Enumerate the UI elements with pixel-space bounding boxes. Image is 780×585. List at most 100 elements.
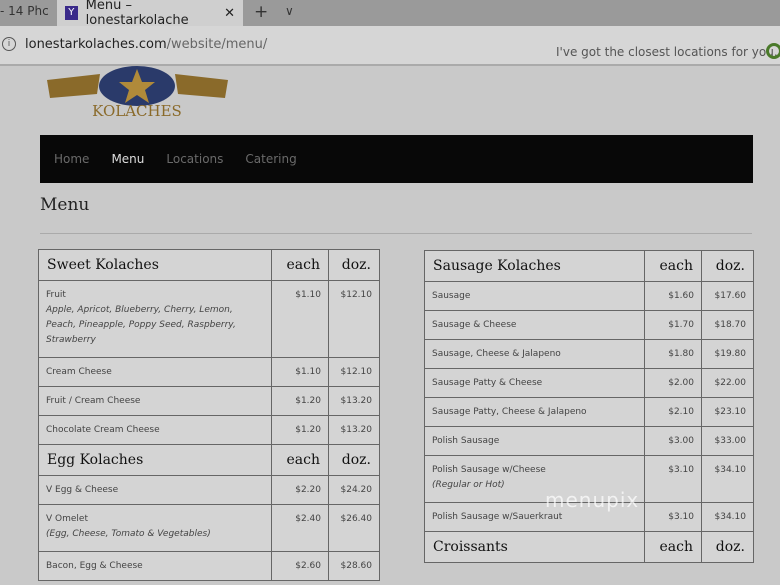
price-dozen: $13.20 xyxy=(328,415,380,445)
price-each: $1.60 xyxy=(644,281,702,311)
yahoo-favicon-icon: Y xyxy=(65,6,78,20)
logo-text: KOLACHES xyxy=(92,102,182,120)
menu-item-row: Bacon, Egg & Cheese $2.60 $28.60 xyxy=(38,551,380,581)
item-name: Fruit / Cream Cheese xyxy=(46,396,141,406)
item-name-cell: Sausage Patty, Cheese & Jalapeno xyxy=(424,397,645,427)
main-nav: Home Menu Locations Catering xyxy=(40,135,753,183)
url-path: /website/menu/ xyxy=(166,37,268,52)
info-icon[interactable]: i xyxy=(2,37,16,51)
nav-menu[interactable]: Menu xyxy=(111,152,145,166)
dozen-header: doz. xyxy=(701,250,754,282)
menu-item-row: Sausage $1.60 $17.60 xyxy=(424,281,754,311)
site-logo[interactable]: KOLACHES xyxy=(45,66,230,120)
menu-item-row: Polish Sausage w/Cheese (Regular or Hot) $… xyxy=(424,455,754,503)
menu-item-row: Fruit Apple, Apricot, Blueberry, Cherry, … xyxy=(38,280,380,358)
menu-item-row: Sausage & Cheese $1.70 $18.70 xyxy=(424,310,754,340)
item-name-cell: Chocolate Cream Cheese xyxy=(38,415,272,445)
item-name-cell: Sausage & Cheese xyxy=(424,310,645,340)
price-each: $2.40 xyxy=(271,504,329,552)
price-each: $1.70 xyxy=(644,310,702,340)
menu-item-row: Polish Sausage $3.00 $33.00 xyxy=(424,426,754,456)
item-name: Polish Sausage xyxy=(432,436,500,446)
browser-tab-bar: - 14 Phc Y Menu – lonestarkolache ✕ + ∨ xyxy=(0,0,780,28)
url-field[interactable]: lonestarkolaches.com/website/menu/ xyxy=(25,37,267,52)
item-name-cell: V Omelet (Egg, Cheese, Tomato & Vegetable… xyxy=(38,504,272,552)
cortana-suggestion[interactable]: I've got the closest locations for you. xyxy=(556,45,778,59)
section-header-row: Sausage Kolaches each doz. xyxy=(424,250,754,282)
item-name: Polish Sausage w/Cheese xyxy=(432,465,546,475)
price-dozen: $13.20 xyxy=(328,386,380,416)
section-title: Croissants xyxy=(424,531,645,563)
item-name-cell: Fruit / Cream Cheese xyxy=(38,386,272,416)
price-dozen: $24.20 xyxy=(328,475,380,505)
price-each: $1.10 xyxy=(271,280,329,358)
item-description: (Regular or Hot) xyxy=(432,480,505,490)
price-each: $2.60 xyxy=(271,551,329,581)
item-name-cell: Sausage Patty & Cheese xyxy=(424,368,645,398)
address-bar[interactable]: i lonestarkolaches.com/website/menu/ I'v… xyxy=(0,26,780,66)
each-header: each xyxy=(644,250,702,282)
item-name: Chocolate Cream Cheese xyxy=(46,425,160,435)
price-dozen: $34.10 xyxy=(701,455,754,503)
menu-item-row: Sausage Patty & Cheese $2.00 $22.00 xyxy=(424,368,754,398)
price-dozen: $28.60 xyxy=(328,551,380,581)
price-each: $1.20 xyxy=(271,415,329,445)
close-tab-icon[interactable]: ✕ xyxy=(224,5,235,21)
menu-table-left: Sweet Kolaches each doz. Fruit Apple, Aprico… xyxy=(38,249,380,581)
item-name: Sausage, Cheese & Jalapeno xyxy=(432,349,561,359)
price-dozen: $26.40 xyxy=(328,504,380,552)
item-name: Sausage Patty, Cheese & Jalapeno xyxy=(432,407,587,417)
item-description: (Egg, Cheese, Tomato & Vegetables) xyxy=(46,529,211,539)
price-dozen: $12.10 xyxy=(328,280,380,358)
active-tab[interactable]: Y Menu – lonestarkolache ✕ xyxy=(57,0,243,28)
menupix-watermark: menupix xyxy=(545,488,640,512)
item-name-cell: Fruit Apple, Apricot, Blueberry, Cherry, … xyxy=(38,280,272,358)
price-dozen: $17.60 xyxy=(701,281,754,311)
nav-home[interactable]: Home xyxy=(54,152,90,166)
nav-locations[interactable]: Locations xyxy=(166,152,224,166)
menu-item-row: Chocolate Cream Cheese $1.20 $13.20 xyxy=(38,415,380,445)
item-name: Sausage & Cheese xyxy=(432,320,517,330)
menu-item-row: Sausage, Cheese & Jalapeno $1.80 $19.80 xyxy=(424,339,754,369)
menu-item-row: Fruit / Cream Cheese $1.20 $13.20 xyxy=(38,386,380,416)
price-each: $3.10 xyxy=(644,455,702,503)
item-name: V Egg & Cheese xyxy=(46,485,119,495)
section-title: Egg Kolaches xyxy=(38,444,272,476)
menu-table-right: Sausage Kolaches each doz. Sausage $1.60 $17.… xyxy=(424,250,754,563)
section-title: Sausage Kolaches xyxy=(424,250,645,282)
price-each: $2.00 xyxy=(644,368,702,398)
item-name: Bacon, Egg & Cheese xyxy=(46,561,143,571)
price-dozen: $33.00 xyxy=(701,426,754,456)
item-name: V Omelet xyxy=(46,514,88,524)
item-name: Cream Cheese xyxy=(46,367,112,377)
price-dozen: $34.10 xyxy=(701,502,754,532)
item-description: Apple, Apricot, Blueberry, Cherry, Lemon… xyxy=(46,305,236,345)
chevron-down-icon[interactable]: ∨ xyxy=(285,4,294,18)
item-name-cell: Sausage xyxy=(424,281,645,311)
each-header: each xyxy=(644,531,702,563)
previous-tab[interactable]: - 14 Phc xyxy=(0,4,49,18)
price-dozen: $12.10 xyxy=(328,357,380,387)
menu-item-row: V Omelet (Egg, Cheese, Tomato & Vegetable… xyxy=(38,504,380,552)
price-each: $3.10 xyxy=(644,502,702,532)
dozen-header: doz. xyxy=(328,444,380,476)
new-tab-icon[interactable]: + xyxy=(254,2,269,22)
item-name-cell: V Egg & Cheese xyxy=(38,475,272,505)
dozen-header: doz. xyxy=(701,531,754,563)
section-header-row: Sweet Kolaches each doz. xyxy=(38,249,380,281)
cortana-icon[interactable] xyxy=(766,43,780,59)
price-each: $1.20 xyxy=(271,386,329,416)
menu-item-row: Sausage Patty, Cheese & Jalapeno $2.10 $23… xyxy=(424,397,754,427)
price-dozen: $19.80 xyxy=(701,339,754,369)
url-domain: lonestarkolaches.com xyxy=(25,37,167,52)
item-name: Polish Sausage w/Sauerkraut xyxy=(432,512,563,522)
item-name-cell: Sausage, Cheese & Jalapeno xyxy=(424,339,645,369)
price-each: $1.80 xyxy=(644,339,702,369)
price-dozen: $18.70 xyxy=(701,310,754,340)
item-name: Sausage xyxy=(432,291,471,301)
item-name: Sausage Patty & Cheese xyxy=(432,378,543,388)
each-header: each xyxy=(271,249,329,281)
nav-catering[interactable]: Catering xyxy=(245,152,297,166)
price-dozen: $23.10 xyxy=(701,397,754,427)
each-header: each xyxy=(271,444,329,476)
